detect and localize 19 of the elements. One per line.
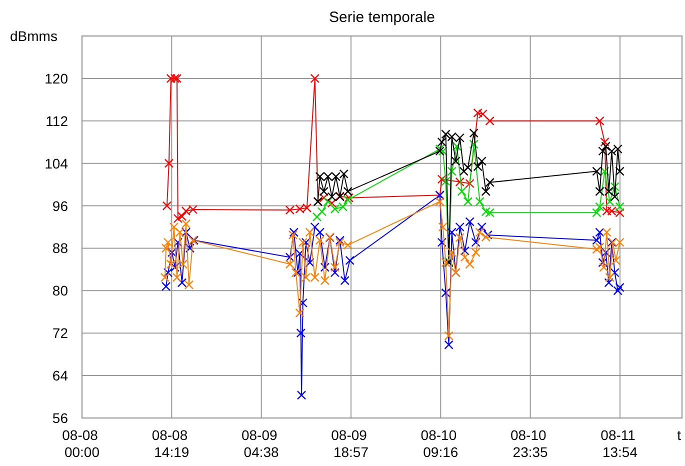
y-tick-label: 88 bbox=[52, 240, 68, 256]
x-tick-label: 08-09 18:57 bbox=[331, 427, 371, 460]
y-tick-label: 112 bbox=[46, 112, 68, 129]
x-tick-label: 08-09 04:38 bbox=[241, 427, 282, 460]
y-tick-label: 120 bbox=[44, 70, 68, 86]
x-tick-label: 08-10 09:16 bbox=[420, 427, 461, 460]
y-tick-label: 104 bbox=[44, 155, 68, 172]
y-tick-label: 96 bbox=[52, 198, 68, 214]
chart-title: Serie temporale bbox=[329, 9, 435, 26]
y-tick-label: 64 bbox=[52, 368, 68, 384]
x-tick-label: 08-11 13:54 bbox=[600, 427, 640, 460]
x-tick-label: 08-08 00:00 bbox=[62, 427, 102, 460]
y-tick-label: 72 bbox=[52, 325, 68, 342]
x-tick-label: 08-10 23:35 bbox=[510, 427, 550, 460]
y-tick-label: 80 bbox=[52, 282, 68, 299]
x-axis-title: t bbox=[677, 427, 682, 443]
y-tick-label: 56 bbox=[52, 410, 68, 426]
x-tick-label: 08-08 14:19 bbox=[152, 427, 192, 460]
y-axis-title: dBmms bbox=[10, 28, 58, 44]
